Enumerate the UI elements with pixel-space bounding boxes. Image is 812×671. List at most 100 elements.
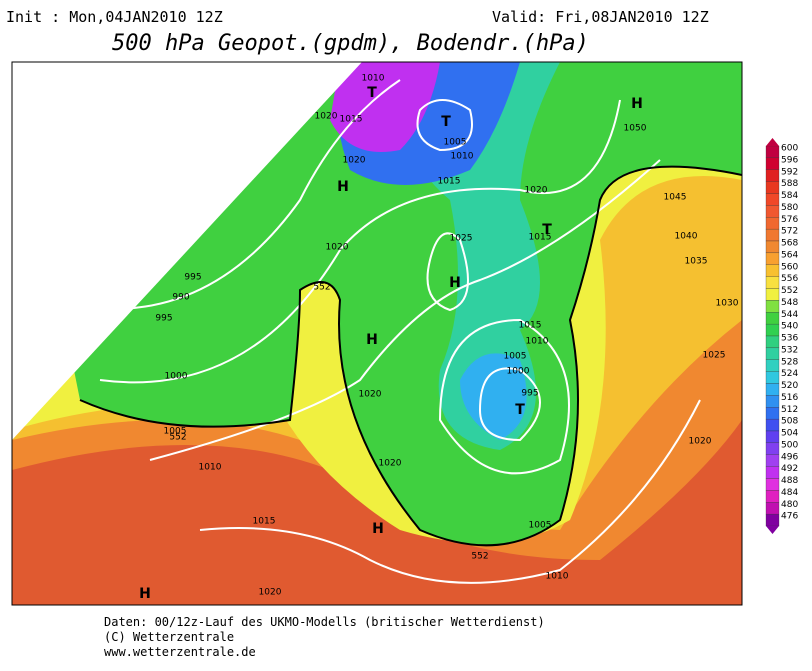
pressure-center: H [366, 332, 378, 348]
colorbar-swatch [765, 490, 780, 503]
isobar-label: 995 [521, 389, 538, 399]
isobar-label: 1015 [519, 321, 542, 331]
isobar-label: 1010 [451, 152, 474, 162]
colorbar-swatch [765, 240, 780, 254]
outside-domain [12, 62, 362, 440]
isobar [478, 367, 541, 442]
pressure-center: H [449, 275, 461, 291]
isobar-label: 1020 [343, 156, 366, 166]
isobar-label: 990 [172, 293, 189, 303]
colorbar-label: 600 [781, 144, 798, 154]
colorbar-label: 584 [781, 191, 798, 201]
colorbar-swatch [765, 264, 780, 277]
colorbar-swatch [765, 312, 780, 325]
colorbar-swatch [765, 430, 780, 444]
isobar-label: 1020 [379, 459, 402, 469]
colorbar-label: 508 [781, 417, 798, 427]
colorbar-label: 560 [781, 262, 798, 272]
map-frame [11, 61, 743, 606]
isobar-label: 1020 [359, 390, 382, 400]
isobar-label: 1005 [504, 352, 527, 362]
footer-line: Daten: 00/12z-Lauf des UKMO-Modells (bri… [104, 615, 545, 629]
colorbar-swatch [765, 418, 780, 432]
isobar-label: 552 [169, 433, 186, 443]
colorbar-swatch [765, 502, 780, 515]
pressure-center: T [441, 114, 451, 130]
isobar-label: 1040 [675, 232, 698, 242]
colorbar-swatch [765, 276, 780, 289]
colorbar-swatch [765, 157, 780, 170]
map-title: 500 hPa Geopot.(gpdm), Bodendr.(hPa) [112, 31, 589, 56]
init-time: Init : Mon,04JAN2010 12Z [6, 8, 223, 26]
colorbar-label: 536 [781, 334, 798, 344]
isobar-label: 1015 [253, 517, 276, 527]
valid-time: Valid: Fri,08JAN2010 12Z [492, 8, 709, 26]
colorbar-swatch [765, 335, 780, 349]
colorbar-label: 532 [781, 345, 798, 355]
isobar-label: 1010 [199, 463, 222, 473]
colorbar-label: 564 [781, 250, 798, 260]
colorbar-label: 552 [781, 286, 798, 296]
colorbar-label: 572 [781, 227, 798, 237]
field-purple [330, 62, 440, 152]
colorbar-label: 500 [781, 440, 798, 450]
pressure-center: T [542, 222, 552, 238]
isobar-label: 1025 [703, 351, 726, 361]
isobar-label: 1005 [529, 521, 552, 531]
colorbar-label: 580 [781, 203, 798, 213]
colorbar-label: 504 [781, 429, 798, 439]
isobar-label: 1015 [438, 177, 461, 187]
colorbar-label: 516 [781, 393, 798, 403]
colorbar-label: 588 [781, 179, 798, 189]
pressure-center: T [367, 85, 377, 101]
colorbar-label: 596 [781, 155, 798, 165]
isobar-label: 552 [313, 283, 330, 293]
isobar-label: 1030 [716, 299, 739, 309]
pressure-center: H [631, 96, 643, 112]
isobar [199, 399, 701, 584]
colorbar-label: 548 [781, 298, 798, 308]
field-blue-low [460, 353, 527, 440]
footer-line: (C) Wetterzentrale [104, 630, 234, 644]
isobar-label: 1010 [526, 337, 549, 347]
colorbar-cap [766, 526, 779, 534]
colorbar-swatch [765, 407, 780, 420]
colorbar-label: 488 [781, 476, 798, 486]
isobar-label: 1015 [340, 115, 363, 125]
colorbar-swatch [765, 383, 780, 396]
colorbar-label: 544 [781, 310, 798, 320]
isobar-label: 1005 [444, 138, 467, 148]
isobar-label: 1020 [326, 243, 349, 253]
colorbar-label: 480 [781, 500, 798, 510]
colorbar-label: 496 [781, 452, 798, 462]
isobar-label: 552 [471, 552, 488, 562]
colorbar-swatch [765, 454, 780, 467]
colorbar-label: 492 [781, 464, 798, 474]
colorbar-swatch [765, 288, 780, 301]
colorbar-label: 592 [781, 167, 798, 177]
colorbar-swatch [765, 359, 780, 372]
colorbar-swatch [765, 228, 780, 242]
isobar-label: 1045 [664, 193, 687, 203]
map [11, 61, 743, 606]
colorbar-swatch [765, 217, 780, 230]
colorbar-swatch [765, 193, 780, 206]
colorbar-label: 576 [781, 215, 798, 225]
colorbar-swatch [765, 395, 780, 408]
colorbar-swatch [765, 145, 780, 159]
colorbar-label: 476 [781, 512, 798, 522]
isobar-label: 1035 [685, 257, 708, 267]
isobar [426, 232, 469, 312]
isobar-label: 995 [155, 314, 172, 324]
isobar [416, 99, 473, 152]
colorbar-swatch [765, 371, 780, 384]
colorbar-label: 520 [781, 381, 798, 391]
colorbar-label: 512 [781, 405, 798, 415]
isobar-label: 1015 [529, 233, 552, 243]
colorbar-swatch [765, 466, 780, 479]
isobar-label: 1005 [164, 427, 187, 437]
pressure-center: T [515, 402, 525, 418]
isobar [99, 99, 621, 384]
colorbar-swatch [765, 442, 780, 455]
